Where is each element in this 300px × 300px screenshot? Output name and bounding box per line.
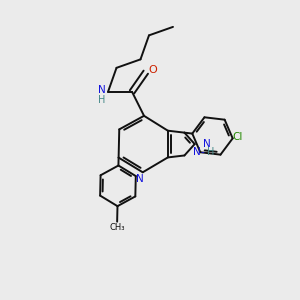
Text: H: H xyxy=(98,95,106,105)
Text: H: H xyxy=(207,148,214,158)
Text: N: N xyxy=(98,85,106,95)
Text: O: O xyxy=(149,65,158,75)
Text: N: N xyxy=(136,174,144,184)
Text: Cl: Cl xyxy=(233,132,243,142)
Text: -: - xyxy=(201,148,205,158)
Text: CH₃: CH₃ xyxy=(109,223,125,232)
Text: N: N xyxy=(203,139,211,149)
Text: N: N xyxy=(194,148,201,158)
